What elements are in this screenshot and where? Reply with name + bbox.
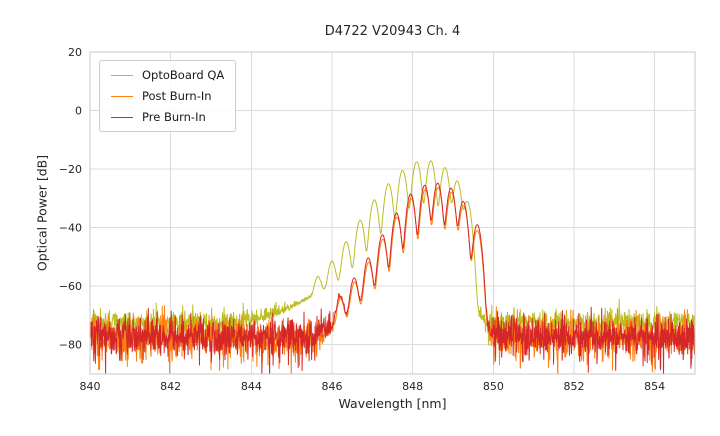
series-line-post-burn-in (90, 187, 695, 374)
x-tick-label: 850 (483, 380, 504, 393)
legend-label: OptoBoard QA (142, 68, 225, 82)
y-tick-label: −40 (59, 222, 82, 235)
x-tick-label: 842 (160, 380, 181, 393)
y-tick-label: −60 (59, 280, 82, 293)
y-tick-label: −80 (59, 339, 82, 352)
x-tick-label: 844 (241, 380, 262, 393)
y-tick-label: 20 (68, 46, 82, 59)
legend-item-pre-burn-in: Pre Burn-In (111, 110, 224, 124)
x-tick-label: 846 (322, 380, 343, 393)
y-tick-label: −20 (59, 163, 82, 176)
legend-item-post-burn-in: Post Burn-In (111, 89, 224, 103)
x-tick-label: 854 (644, 380, 665, 393)
x-tick-label: 848 (402, 380, 423, 393)
legend: OptoBoard QA Post Burn-In Pre Burn-In (99, 60, 237, 132)
x-tick-label: 840 (80, 380, 101, 393)
chart-title: D4722 V20943 Ch. 4 (324, 24, 461, 39)
legend-label: Pre Burn-In (142, 110, 206, 124)
legend-label: Post Burn-In (142, 89, 212, 103)
legend-line-swatch (111, 95, 133, 97)
series-line-pre-burn-in (90, 182, 695, 374)
plot-border (89, 51, 696, 375)
legend-item-optoboard-qa: OptoBoard QA (111, 68, 224, 82)
legend-line-swatch (111, 116, 133, 118)
series-line-optoboard-qa (90, 160, 695, 346)
y-tick-label: 0 (75, 105, 82, 118)
x-axis-label: Wavelength [nm] (338, 396, 447, 411)
legend-line-swatch (111, 74, 133, 76)
y-axis-label: Optical Power [dB] (34, 154, 50, 272)
x-tick-label: 852 (564, 380, 585, 393)
